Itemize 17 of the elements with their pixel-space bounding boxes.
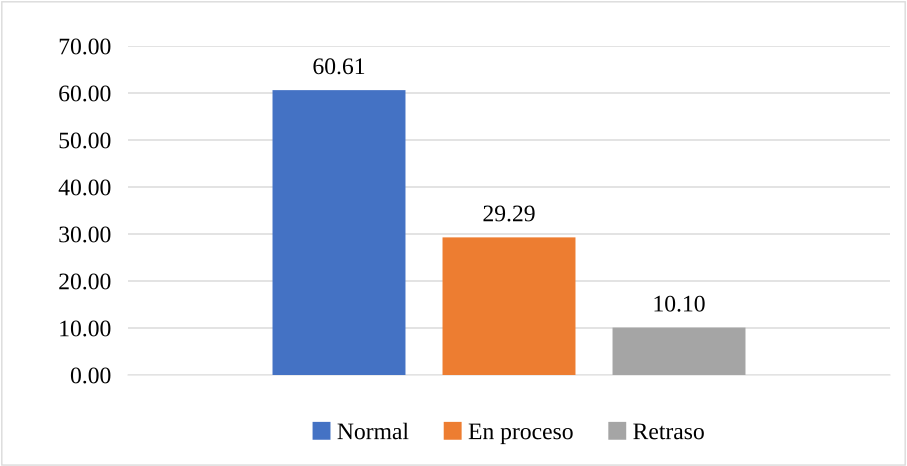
y-tick-label: 0.00	[70, 367, 110, 384]
bar	[612, 328, 746, 375]
bar	[442, 237, 576, 375]
bar	[272, 90, 406, 375]
y-tick-label: 10.00	[60, 320, 110, 337]
data-label: 29.29	[483, 206, 535, 222]
y-tick-label: 40.00	[58, 179, 110, 196]
legend-label: Retraso	[633, 424, 704, 440]
y-tick-label: 50.00	[60, 132, 110, 149]
y-tick-label: 60.00	[59, 85, 110, 102]
y-tick-label: 30.00	[59, 226, 110, 243]
legend-label: En proceso	[468, 424, 573, 444]
y-tick-label: 20.00	[59, 273, 110, 290]
y-tick-label: 70.00	[60, 38, 110, 55]
data-label: 10.10	[654, 296, 705, 312]
data-label: 60.61	[313, 58, 364, 74]
legend-label: Normal	[338, 422, 409, 440]
